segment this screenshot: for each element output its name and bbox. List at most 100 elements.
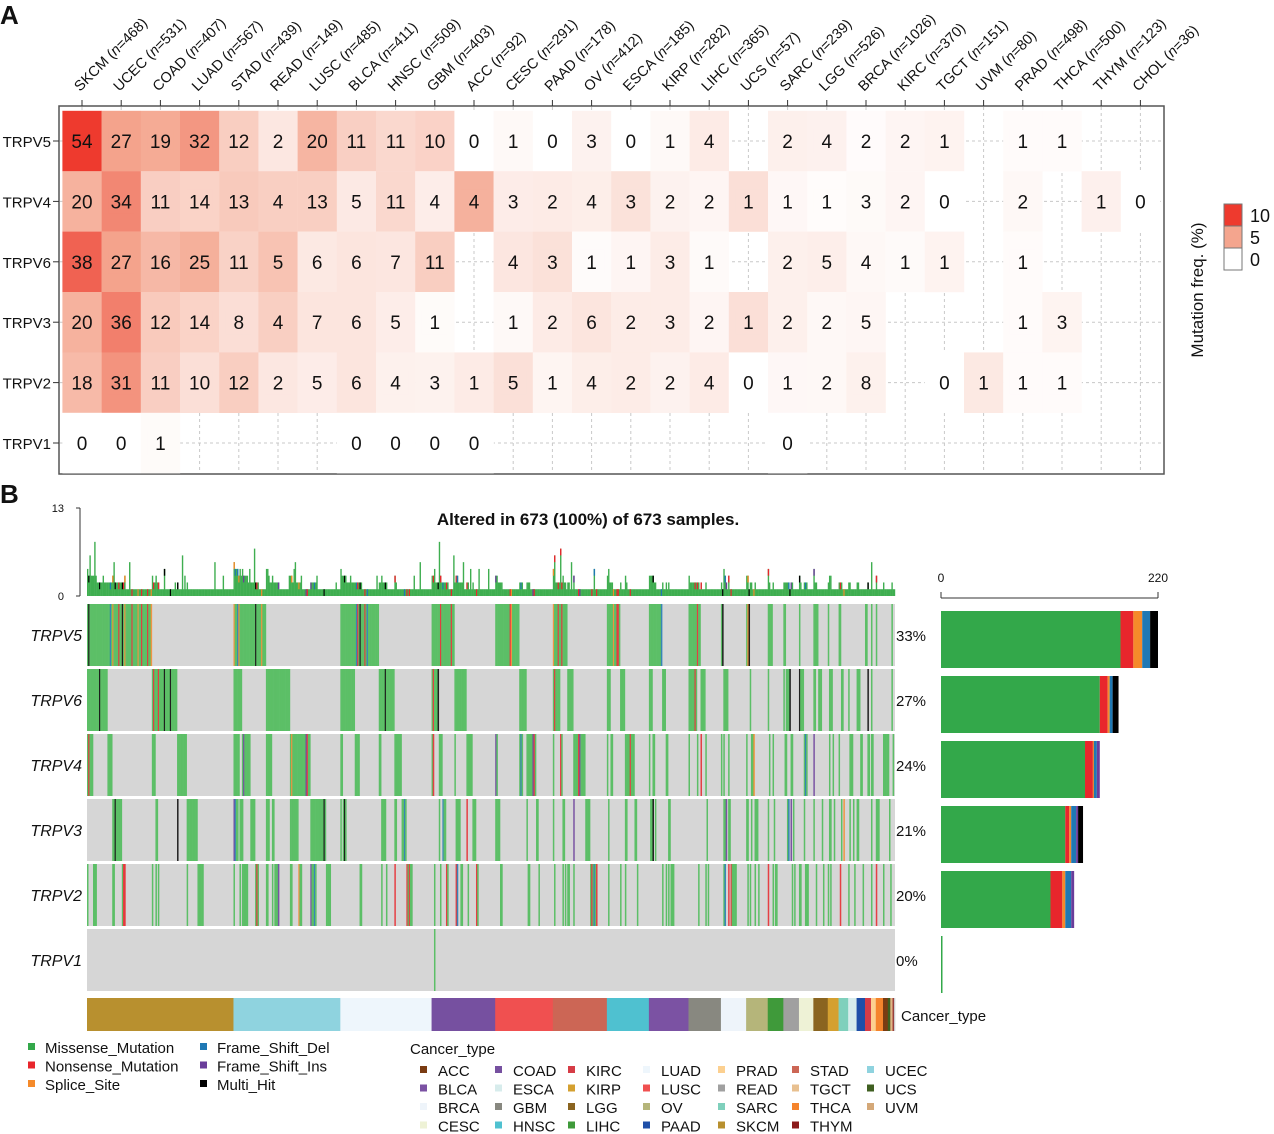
mutation-cell bbox=[256, 864, 258, 926]
bar-segment-missense-mutation bbox=[941, 611, 1121, 668]
sample-burden-bar bbox=[699, 589, 701, 596]
mutation-legend-label: Frame_Shift_Del bbox=[217, 1040, 330, 1057]
row-label: TRPV5 bbox=[3, 134, 51, 151]
sample-burden-bar bbox=[163, 568, 166, 596]
mutation-cell bbox=[850, 734, 853, 796]
mutation-cell bbox=[497, 604, 500, 666]
legend-swatch bbox=[568, 1121, 575, 1129]
mutation-cell bbox=[617, 604, 620, 666]
sample-burden-bar bbox=[451, 589, 454, 596]
cancer-legend-label: UCEC bbox=[885, 1063, 928, 1080]
sample-burden-bar bbox=[878, 589, 880, 596]
mutation-cell bbox=[560, 604, 562, 666]
mutation-cell bbox=[340, 799, 342, 861]
mutation-cell bbox=[358, 734, 360, 796]
mutation-cell bbox=[351, 604, 353, 666]
heatmap-label-bg bbox=[578, 310, 605, 335]
mutation-cell bbox=[694, 669, 697, 731]
legend-tick: 0 bbox=[1250, 250, 1260, 270]
sample-burden-cap bbox=[255, 582, 257, 590]
bar-segment-splice-site bbox=[1092, 741, 1095, 798]
sample-burden-bar bbox=[782, 589, 784, 596]
sample-burden-bar bbox=[741, 589, 743, 596]
mutation-cell bbox=[591, 864, 593, 926]
sample-burden-bar bbox=[486, 589, 489, 596]
heatmap-label-bg bbox=[147, 431, 174, 455]
mutation-cell bbox=[659, 604, 662, 666]
sample-burden-bar bbox=[241, 568, 244, 596]
cancer-type-annotation-prad bbox=[870, 998, 877, 1031]
sample-burden-bar bbox=[402, 589, 405, 596]
heatmap-label-bg bbox=[931, 129, 958, 153]
sample-burden-bar bbox=[202, 589, 204, 596]
mutation-cell bbox=[372, 604, 375, 666]
mutation-legend-label: Multi_Hit bbox=[217, 1077, 276, 1094]
sample-burden-bar bbox=[868, 589, 870, 596]
mutation-cell bbox=[650, 604, 652, 666]
mutation-cell bbox=[746, 799, 748, 861]
sample-burden-bar bbox=[710, 589, 712, 596]
mutation-cell bbox=[688, 604, 690, 666]
mutation-cell bbox=[234, 669, 237, 731]
mutation-legend-label: Missense_Mutation bbox=[45, 1040, 174, 1057]
panel-label-b: B bbox=[0, 479, 19, 509]
mutation-cell bbox=[190, 799, 192, 861]
sample-burden-cap bbox=[767, 568, 770, 576]
sample-burden-bar bbox=[119, 582, 121, 596]
sample-burden-bar bbox=[485, 589, 487, 596]
sample-burden-bar bbox=[714, 589, 717, 596]
mutation-cell bbox=[790, 734, 793, 796]
heatmap-value: 1 bbox=[586, 253, 597, 274]
mutation-cell bbox=[438, 734, 441, 796]
mutation-cell bbox=[875, 799, 878, 861]
heatmap-value: 4 bbox=[704, 132, 715, 153]
sample-burden-bar bbox=[713, 589, 716, 596]
heatmap-value: 11 bbox=[386, 132, 406, 153]
mutation-cell bbox=[562, 799, 564, 861]
sample-burden-bar bbox=[91, 575, 94, 596]
sample-burden-bar bbox=[192, 589, 195, 596]
heatmap-value: 1 bbox=[939, 132, 950, 153]
sample-burden-bar bbox=[304, 589, 306, 596]
mutation-cell bbox=[240, 604, 243, 666]
sample-burden-bar bbox=[893, 589, 896, 596]
heatmap-label-bg bbox=[774, 310, 801, 335]
heatmap-value: 8 bbox=[861, 374, 872, 395]
mutation-cell bbox=[352, 604, 354, 666]
sample-burden-bar bbox=[842, 589, 844, 596]
sample-burden-bar bbox=[718, 589, 720, 596]
sample-burden-bar bbox=[411, 589, 413, 596]
heatmap-value: 20 bbox=[71, 192, 92, 213]
sample-burden-bar bbox=[337, 589, 340, 596]
mutation-cell bbox=[381, 799, 383, 861]
sample-burden-bar bbox=[401, 589, 403, 596]
heatmap-value: 1 bbox=[1057, 132, 1068, 153]
sample-burden-bar bbox=[376, 575, 378, 596]
sample-burden-cap bbox=[403, 589, 406, 596]
mutation-cell bbox=[112, 604, 114, 666]
mutation-cell bbox=[107, 604, 109, 666]
heatmap-label-bg bbox=[500, 370, 527, 395]
sample-burden-bar bbox=[746, 575, 748, 596]
sample-burden-bar bbox=[666, 589, 669, 596]
sample-burden-bar bbox=[797, 589, 800, 596]
mutation-cell bbox=[241, 799, 244, 861]
sample-burden-bar bbox=[836, 589, 838, 596]
mutation-cell bbox=[654, 604, 657, 666]
sample-burden-bar bbox=[160, 589, 162, 596]
mutation-cell bbox=[234, 734, 237, 796]
mutation-cell bbox=[806, 864, 808, 926]
mutation-cell bbox=[384, 799, 387, 861]
mutation-cell bbox=[690, 604, 693, 666]
sample-burden-bar bbox=[539, 589, 542, 596]
mutation-cell bbox=[129, 604, 131, 666]
mutation-cell bbox=[813, 799, 815, 861]
mutation-cell bbox=[192, 799, 195, 861]
mutation-cell bbox=[818, 669, 820, 731]
mutation-cell bbox=[819, 669, 821, 731]
heatmap-label-bg bbox=[461, 370, 487, 395]
mutation-cell bbox=[186, 864, 189, 926]
mutation-cell bbox=[555, 604, 557, 666]
legend-swatch bbox=[718, 1084, 725, 1092]
mutation-cell bbox=[592, 864, 594, 926]
